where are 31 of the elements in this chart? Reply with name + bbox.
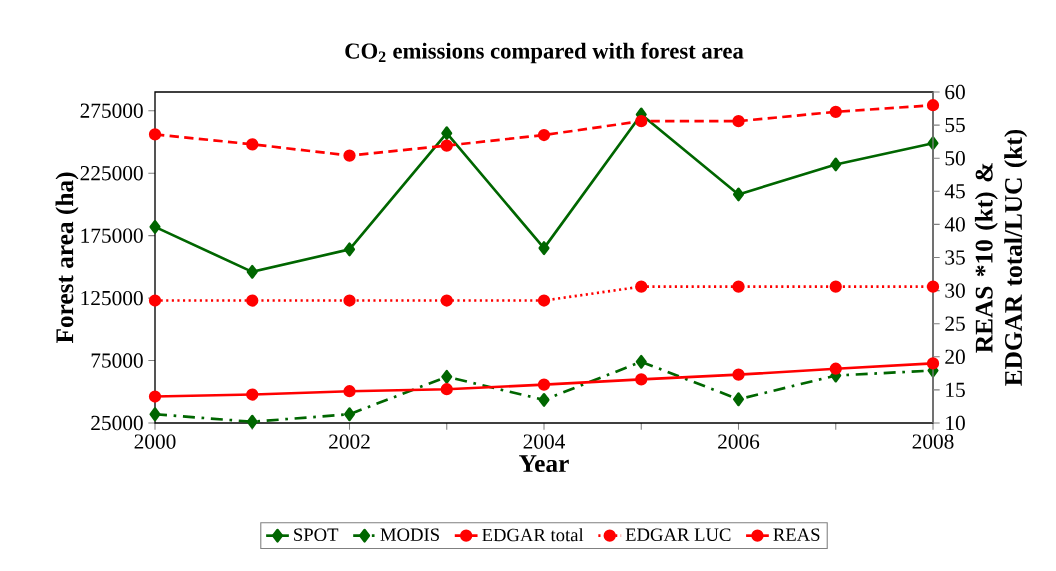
y2-tick-label: 45 bbox=[944, 184, 965, 199]
legend-label: EDGAR LUC bbox=[625, 528, 731, 542]
x-tick-label: 2002 bbox=[329, 434, 370, 449]
y2-tick-label: 30 bbox=[945, 283, 965, 298]
y-axis-title: Forest area (ha) bbox=[55, 172, 79, 344]
y2-axis-title: REAS *10 (kt) & EDGAR total/LUC (kt) bbox=[974, 129, 1028, 386]
legend-label: EDGAR total bbox=[482, 528, 584, 542]
legend-label: MODIS bbox=[380, 528, 439, 542]
y-tick-label: 75000 bbox=[91, 353, 143, 368]
y-tick-label: 125000 bbox=[81, 290, 143, 306]
y2-tick-label: 35 bbox=[945, 250, 965, 265]
legend-label: SPOT bbox=[294, 528, 339, 542]
y-tick-label: 25000 bbox=[91, 415, 143, 431]
y2-tick-label: 40 bbox=[944, 217, 965, 232]
y-tick-label: 175000 bbox=[81, 228, 143, 243]
y2-tick-label: 55 bbox=[945, 118, 965, 133]
chart-title: CO$_{2}$ emissions compared with forest area bbox=[345, 42, 744, 64]
x-tick-label: 2004 bbox=[523, 434, 565, 449]
y2-tick-label: 25 bbox=[945, 316, 965, 331]
y-tick-label: 225000 bbox=[80, 166, 143, 181]
legend-label: REAS bbox=[773, 528, 820, 542]
x-tick-label: 2008 bbox=[912, 434, 954, 449]
y2-tick-label: 15 bbox=[946, 382, 965, 398]
x-tick-label: 2000 bbox=[134, 434, 176, 449]
x-tick-label: 2006 bbox=[718, 434, 760, 449]
y2-tick-label: 20 bbox=[945, 349, 965, 364]
y-tick-label: 275000 bbox=[80, 103, 143, 118]
y2-tick-label: 10 bbox=[946, 415, 965, 431]
x-axis-title: Year bbox=[519, 455, 569, 473]
y2-tick-label: 50 bbox=[945, 151, 965, 166]
y2-tick-label: 60 bbox=[945, 84, 965, 100]
